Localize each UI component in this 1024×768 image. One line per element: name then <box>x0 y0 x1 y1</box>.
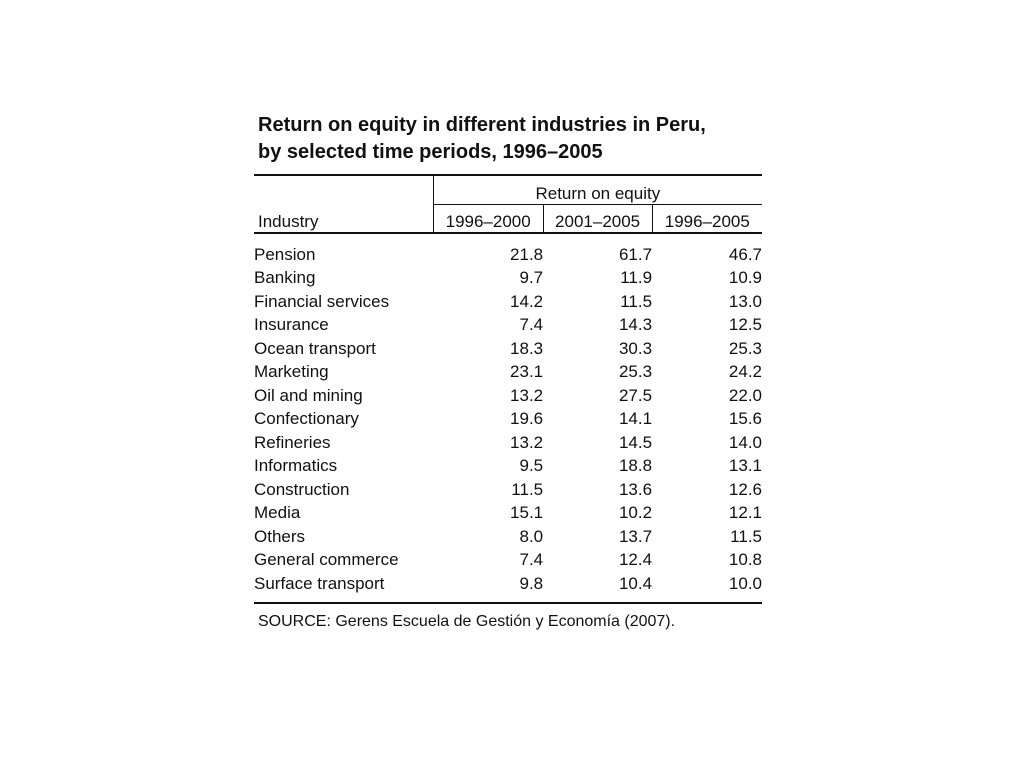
industry-cell: Marketing <box>254 362 329 382</box>
column-header-period-1: 1996–2000 <box>432 204 544 234</box>
industry-cell: Surface transport <box>254 572 434 604</box>
roe-value-cell: 13.7 <box>618 526 653 546</box>
return-on-equity-table: Return on equity Industry 1996–2000 2001… <box>254 174 762 604</box>
roe-value-cell: 15.1 <box>510 503 544 523</box>
roe-value-cell: 18.8 <box>618 456 653 476</box>
title-line-1: Return on equity in different industries… <box>258 114 706 136</box>
header-group-row: Return on equity <box>254 174 762 205</box>
table-row: Refineries 13.2 14.5 14.0 <box>254 431 762 455</box>
roe-value-cell: 23.1 <box>510 362 544 382</box>
roe-value-cell: 11.5 <box>620 291 653 311</box>
roe-value-cell: 14.1 <box>618 409 653 429</box>
table-document: Return on equity in different industries… <box>254 112 762 631</box>
roe-value-cell: 12.4 <box>618 550 653 570</box>
table-body: Pension 21.8 61.7 46.7 Banking 9.7 11.9 10.9 Fin… <box>254 233 762 604</box>
roe-value-cell: 7.4 <box>519 550 544 570</box>
header-spacer <box>254 174 434 205</box>
table-row: Others 8.0 13.7 11.5 <box>254 525 762 549</box>
table-row: Insurance 7.4 14.3 12.5 <box>254 314 762 338</box>
roe-value-cell: 10.8 <box>728 550 762 570</box>
industry-cell: Informatics <box>254 456 338 476</box>
roe-value-cell: 21.8 <box>510 244 544 264</box>
roe-value-cell: 46.7 <box>728 244 762 264</box>
roe-value-cell: 9.5 <box>519 456 544 476</box>
table-row: Ocean transport 18.3 30.3 25.3 <box>254 337 762 361</box>
roe-value-cell: 14.2 <box>510 291 544 311</box>
table-row: Banking 9.7 11.9 10.9 <box>254 267 762 291</box>
table-row: Media 15.1 10.2 12.1 <box>254 502 762 526</box>
table-row: Confectionary 19.6 14.1 15.6 <box>254 408 762 432</box>
table-title: Return on equity in different industries… <box>258 112 762 166</box>
roe-value-cell: 12.5 <box>728 315 762 335</box>
industry-cell: Confectionary <box>254 409 359 429</box>
table-row: Pension 21.8 61.7 46.7 <box>254 233 762 267</box>
roe-value-cell: 13.2 <box>510 385 544 405</box>
roe-value-cell: 11.5 <box>730 526 762 546</box>
header-column-row: Industry 1996–2000 2001–2005 1996–2005 <box>254 204 762 234</box>
roe-value-cell: 11.9 <box>620 268 653 288</box>
industry-cell: Construction <box>254 479 350 499</box>
roe-value-cell: 12.1 <box>728 503 762 523</box>
roe-value-cell: 10.4 <box>543 572 653 604</box>
roe-value-cell: 14.0 <box>728 432 762 452</box>
roe-value-cell: 8.0 <box>519 526 544 546</box>
table-row: Marketing 23.1 25.3 24.2 <box>254 361 762 385</box>
industry-cell: Pension <box>254 244 316 264</box>
table-row: Surface transport 9.8 10.4 10.0 <box>254 572 762 604</box>
table-row: Informatics 9.5 18.8 13.1 <box>254 455 762 479</box>
table-row: General commerce 7.4 12.4 10.8 <box>254 549 762 573</box>
roe-value-cell: 10.0 <box>652 572 762 604</box>
roe-value-cell: 13.1 <box>728 456 762 476</box>
industry-cell: Insurance <box>254 315 329 335</box>
industry-cell: Others <box>254 526 306 546</box>
roe-value-cell: 9.8 <box>433 572 544 604</box>
title-line-2: by selected time periods, 1996–2005 <box>258 141 603 163</box>
roe-value-cell: 11.5 <box>511 479 544 499</box>
roe-value-cell: 61.7 <box>618 244 653 264</box>
roe-value-cell: 18.3 <box>510 338 544 358</box>
table-row: Financial services 14.2 11.5 13.0 <box>254 290 762 314</box>
industry-cell: General commerce <box>254 550 399 570</box>
roe-value-cell: 10.9 <box>728 268 762 288</box>
roe-value-cell: 7.4 <box>519 315 544 335</box>
industry-cell: Media <box>254 503 301 523</box>
roe-value-cell: 13.0 <box>728 291 762 311</box>
industry-cell: Refineries <box>254 432 331 452</box>
roe-value-cell: 27.5 <box>618 385 653 405</box>
roe-value-cell: 9.7 <box>519 268 544 288</box>
roe-value-cell: 25.3 <box>728 338 762 358</box>
roe-value-cell: 25.3 <box>618 362 653 382</box>
source-note: SOURCE: Gerens Escuela de Gestión y Econ… <box>258 612 676 630</box>
industry-cell: Oil and mining <box>254 385 363 405</box>
column-header-industry: Industry <box>254 204 434 234</box>
roe-value-cell: 30.3 <box>618 338 653 358</box>
table-row: Oil and mining 13.2 27.5 22.0 <box>254 384 762 408</box>
column-header-period-3: 1996–2005 <box>651 204 762 234</box>
industry-cell: Banking <box>254 268 316 288</box>
roe-value-cell: 22.0 <box>728 385 762 405</box>
roe-value-cell: 15.6 <box>728 409 762 429</box>
column-header-period-2: 2001–2005 <box>542 204 653 234</box>
roe-value-cell: 13.2 <box>510 432 544 452</box>
industry-cell: Financial services <box>254 291 390 311</box>
roe-value-cell: 14.5 <box>618 432 653 452</box>
industry-cell: Ocean transport <box>254 338 376 358</box>
roe-value-cell: 19.6 <box>510 409 544 429</box>
group-header-return-on-equity: Return on equity <box>432 174 762 205</box>
roe-value-cell: 10.2 <box>618 503 653 523</box>
roe-value-cell: 12.6 <box>728 479 762 499</box>
table-row: Construction 11.5 13.6 12.6 <box>254 478 762 502</box>
roe-value-cell: 13.6 <box>618 479 653 499</box>
roe-value-cell: 14.3 <box>618 315 653 335</box>
roe-value-cell: 24.2 <box>728 362 762 382</box>
